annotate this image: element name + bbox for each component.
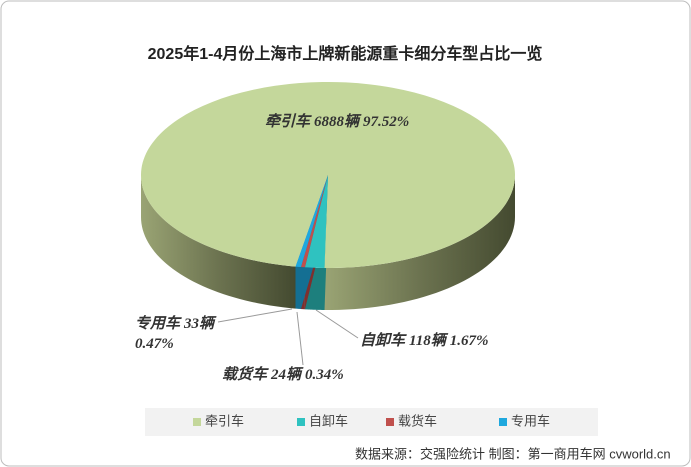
- data-label-part: 6888辆: [314, 113, 362, 130]
- legend-label: 载货车: [398, 413, 437, 428]
- slice: [300, 175, 328, 268]
- leader-line: [296, 311, 304, 366]
- chart-title: 2025年1-4月份上海市上牌新能源重卡细分车型占比一览: [148, 44, 543, 63]
- leader-line: [217, 308, 293, 323]
- slice-side: [141, 175, 296, 309]
- legend-label: 专用车: [511, 413, 550, 428]
- source-note: 数据来源：交强险统计 制图：第一商用车网 cvworld.cn: [355, 446, 671, 461]
- data-label: 载货车 24辆 0.34%: [222, 365, 344, 383]
- data-label: 专用车 33辆: [135, 314, 217, 332]
- slice: [295, 175, 328, 268]
- data-label-part: 自卸车: [360, 331, 407, 349]
- legend-swatch: [193, 418, 201, 426]
- data-label-part: 0.34%: [305, 367, 344, 383]
- legend-label: 自卸车: [309, 413, 348, 428]
- data-label-part: 1.67%: [450, 333, 489, 349]
- legend: [145, 408, 598, 436]
- legend-label: 牵引车: [205, 413, 244, 428]
- slice: [141, 81, 516, 269]
- legend-swatch: [386, 418, 394, 426]
- legend-swatch: [499, 418, 507, 426]
- data-label-part: 97.52%: [363, 114, 409, 130]
- data-label-part: 载货车: [222, 365, 269, 383]
- leader-line: [315, 309, 359, 339]
- data-label-part: 24辆: [270, 366, 304, 383]
- data-label-part: 0.47%: [135, 336, 174, 352]
- data-label-part: 专用车: [135, 314, 182, 332]
- slice-side: [324, 175, 515, 310]
- slice: [304, 175, 328, 268]
- data-label: 自卸车 118辆 1.67%: [360, 331, 488, 349]
- data-label-part: 118辆: [409, 332, 449, 349]
- data-label-part: 33辆: [183, 315, 217, 332]
- data-label: 0.47%: [135, 336, 174, 352]
- legend-swatch: [297, 418, 305, 426]
- data-label: 牵引车 6888辆 97.52%: [265, 112, 409, 130]
- data-label-part: 牵引车: [265, 112, 312, 130]
